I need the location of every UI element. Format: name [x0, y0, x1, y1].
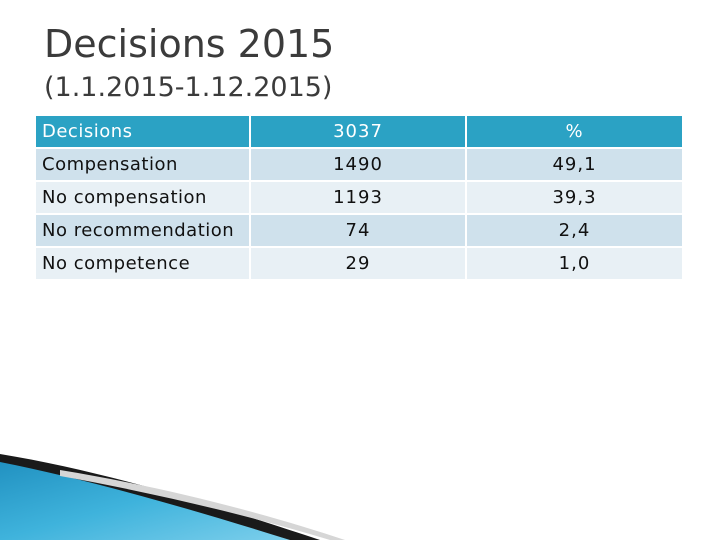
table-header-row: Decisions 3037 %: [36, 116, 684, 149]
row-label: No competence: [36, 247, 251, 281]
header-total: 3037: [250, 116, 467, 149]
table-row: No competence 29 1,0: [36, 247, 684, 281]
swoosh-grey-stroke: [60, 470, 345, 540]
row-percent: 49,1: [466, 148, 684, 182]
row-count: 74: [250, 214, 467, 248]
slide-title: Decisions 2015: [44, 22, 335, 66]
table-row: No recommendation 74 2,4: [36, 214, 684, 248]
row-count: 1193: [250, 181, 467, 215]
slide-subtitle: (1.1.2015-1.12.2015): [44, 72, 333, 103]
row-label: No recommendation: [36, 214, 251, 248]
row-percent: 39,3: [466, 181, 684, 215]
header-percent: %: [466, 116, 684, 149]
row-count: 29: [250, 247, 467, 281]
row-count: 1490: [250, 148, 467, 182]
header-decisions: Decisions: [36, 116, 251, 149]
row-percent: 1,0: [466, 247, 684, 281]
row-percent: 2,4: [466, 214, 684, 248]
row-label: No compensation: [36, 181, 251, 215]
row-label: Compensation: [36, 148, 251, 182]
decisions-table: Decisions 3037 % Compensation 1490 49,1 …: [36, 116, 684, 281]
table-row: Compensation 1490 49,1: [36, 148, 684, 182]
table-row: No compensation 1193 39,3: [36, 181, 684, 215]
